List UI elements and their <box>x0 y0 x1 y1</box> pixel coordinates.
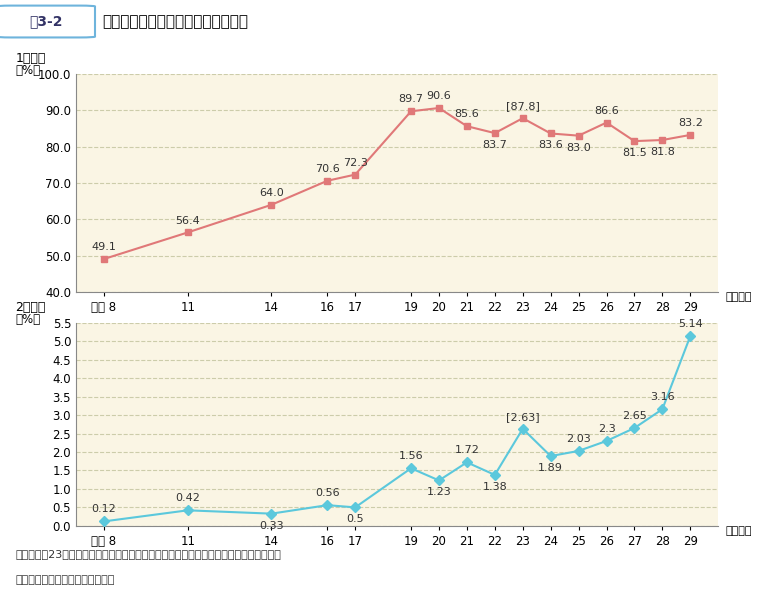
Text: [2.63]: [2.63] <box>506 412 540 422</box>
Text: 3.16: 3.16 <box>650 392 675 402</box>
Text: （%）: （%） <box>15 313 40 326</box>
FancyBboxPatch shape <box>0 6 95 38</box>
Text: 0.33: 0.33 <box>259 520 283 531</box>
Text: 83.2: 83.2 <box>678 118 703 128</box>
Text: 民間における育児休業取得率の推移: 民間における育児休業取得率の推移 <box>103 14 249 29</box>
Text: 2.3: 2.3 <box>597 424 616 434</box>
Text: 1.72: 1.72 <box>454 445 480 456</box>
Text: 86.6: 86.6 <box>594 106 619 116</box>
Text: 56.4: 56.4 <box>176 215 200 226</box>
Text: 70.6: 70.6 <box>315 164 340 174</box>
Text: 83.0: 83.0 <box>566 143 591 153</box>
Text: 64.0: 64.0 <box>259 188 283 198</box>
Text: （%）: （%） <box>15 64 40 77</box>
Text: 0.42: 0.42 <box>176 493 200 504</box>
Text: 85.6: 85.6 <box>454 109 480 119</box>
Text: （注）平成23年度の［　］内の割合は、岩手県、宮城県及び福島県を除く全国の結果。: （注）平成23年度の［ ］内の割合は、岩手県、宮城県及び福島県を除く全国の結果。 <box>15 549 281 558</box>
Text: 0.5: 0.5 <box>347 514 364 525</box>
Text: 89.7: 89.7 <box>398 94 423 105</box>
Text: 0.56: 0.56 <box>315 488 340 498</box>
Text: 90.6: 90.6 <box>426 91 451 101</box>
Text: 1.38: 1.38 <box>483 482 507 492</box>
Text: 1.89: 1.89 <box>538 463 563 473</box>
Text: （年度）: （年度） <box>726 526 752 536</box>
Text: 83.7: 83.7 <box>483 140 507 150</box>
Text: 72.3: 72.3 <box>343 157 368 168</box>
Text: 2　男性: 2 男性 <box>15 301 46 314</box>
Text: 49.1: 49.1 <box>91 242 116 252</box>
Text: 図3-2: 図3-2 <box>29 15 62 28</box>
Text: 1.23: 1.23 <box>426 487 451 498</box>
Text: （年度）: （年度） <box>726 292 752 302</box>
Text: 2.03: 2.03 <box>566 434 591 444</box>
Text: 厚生労働省「雇用均等基本調査」: 厚生労働省「雇用均等基本調査」 <box>15 575 115 585</box>
Text: 1.56: 1.56 <box>399 451 423 461</box>
Text: 0.12: 0.12 <box>91 504 116 515</box>
Text: 5.14: 5.14 <box>678 319 703 329</box>
Text: 2.65: 2.65 <box>622 411 647 421</box>
Text: 83.6: 83.6 <box>538 140 563 151</box>
Text: 81.5: 81.5 <box>622 148 647 158</box>
Text: 81.8: 81.8 <box>650 147 675 157</box>
Text: 1　女性: 1 女性 <box>15 52 46 65</box>
Text: [87.8]: [87.8] <box>506 101 540 111</box>
